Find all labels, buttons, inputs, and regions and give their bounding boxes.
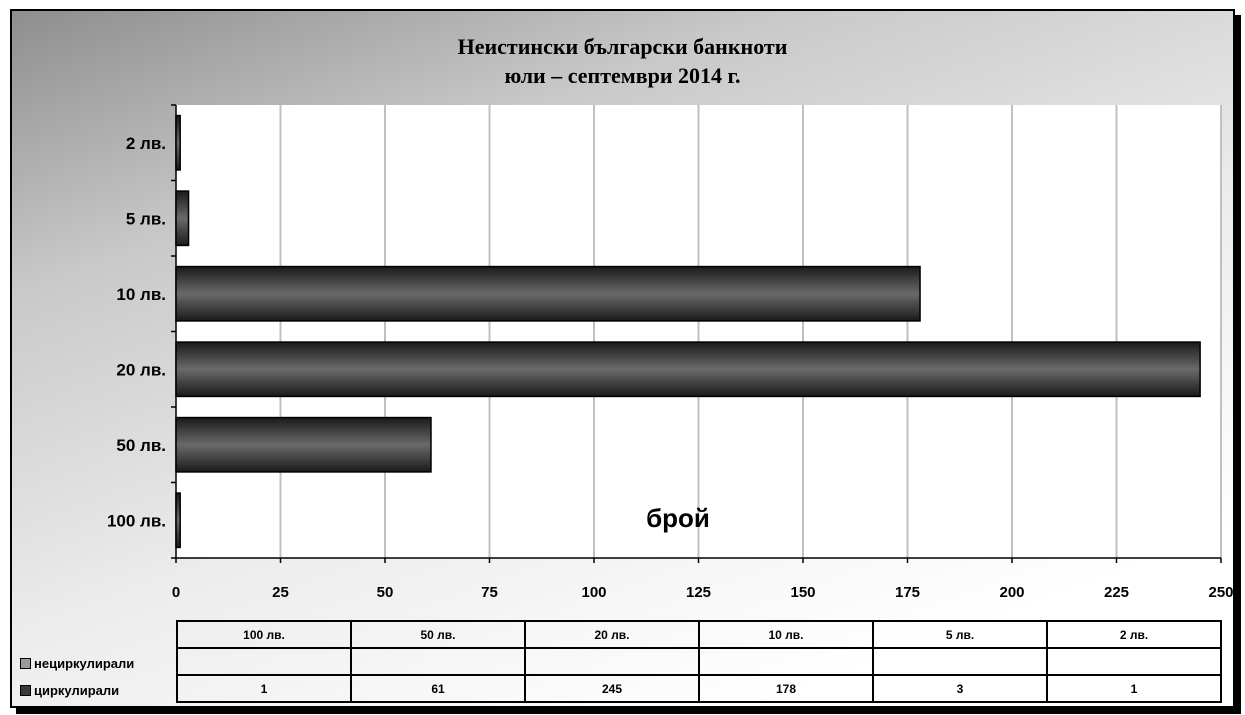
category-label: 10 лв. — [116, 285, 166, 304]
category-labels: 2 лв. 5 лв. 10 лв. 20 лв. 50 лв. 100 лв. — [107, 134, 166, 531]
category-label: 50 лв. — [116, 436, 166, 455]
x-tick-label: 150 — [790, 584, 815, 601]
table-cell: 178 — [698, 674, 874, 703]
legend-label: циркулирали — [34, 682, 120, 698]
table-header-cell: 2 лв. — [1046, 620, 1222, 649]
table-header-cell: 5 лв. — [872, 620, 1048, 649]
table-header-row: 100 лв. 50 лв. 20 лв. 10 лв. 5 лв. 2 лв. — [176, 620, 1222, 649]
x-tick-label: 25 — [272, 584, 289, 601]
x-tick-label: 225 — [1104, 584, 1129, 601]
category-label: 2 лв. — [126, 134, 166, 153]
chart-title-line2: юли – септември 2014 г. — [504, 63, 741, 88]
axes — [171, 104, 1222, 563]
category-label: 100 лв. — [107, 511, 166, 530]
table-cell: 1 — [176, 674, 352, 703]
data-table: 100 лв. 50 лв. 20 лв. 10 лв. 5 лв. 2 лв.… — [176, 620, 1222, 703]
chart-title-line1: Неистински български банкноти — [457, 34, 788, 59]
table-row-circulated: 1 61 245 178 3 1 — [176, 674, 1222, 703]
legend-key-noncirculated — [20, 657, 31, 669]
table-cell — [176, 647, 352, 676]
x-tick-label: 200 — [999, 584, 1024, 601]
table-cell — [350, 647, 526, 676]
table-header-cell: 100 лв. — [176, 620, 352, 649]
table-cell — [872, 647, 1048, 676]
table-header-cell: 20 лв. — [524, 620, 700, 649]
table-header-cell: 50 лв. — [350, 620, 526, 649]
category-label: 5 лв. — [126, 209, 166, 228]
bars — [175, 114, 1201, 549]
table-row-noncirculated — [176, 647, 1222, 676]
table-cell: 61 — [350, 674, 526, 703]
x-tick-label: 175 — [895, 584, 920, 601]
legend-entry-noncirculated: нециркулирали — [20, 650, 134, 676]
legend-entry-circulated: циркулирали — [20, 677, 119, 703]
bar — [175, 341, 1201, 398]
x-tick-label: 50 — [377, 584, 394, 601]
category-label: 20 лв. — [116, 360, 166, 379]
x-tick-label: 100 — [581, 584, 606, 601]
table-cell: 3 — [872, 674, 1048, 703]
x-axis-label: брой — [646, 503, 710, 533]
x-tick-label: 250 — [1208, 584, 1233, 601]
bar — [175, 190, 190, 247]
x-tick-label: 125 — [686, 584, 711, 601]
gridlines — [279, 105, 1222, 558]
table-cell: 1 — [1046, 674, 1222, 703]
bar — [175, 492, 181, 549]
table-cell — [698, 647, 874, 676]
table-cell — [1046, 647, 1222, 676]
bar — [175, 416, 432, 473]
x-tick-label: 75 — [481, 584, 498, 601]
table-header-cell: 10 лв. — [698, 620, 874, 649]
bar — [175, 114, 181, 171]
table-cell — [524, 647, 700, 676]
x-tick-label: 0 — [172, 584, 180, 601]
legend-key-circulated — [20, 684, 31, 696]
table-cell: 245 — [524, 674, 700, 703]
bar — [175, 265, 921, 322]
x-tick-labels: 0 25 50 75 100 125 150 175 200 225 250 — [172, 584, 1234, 601]
legend-label: нециркулирали — [34, 655, 135, 671]
